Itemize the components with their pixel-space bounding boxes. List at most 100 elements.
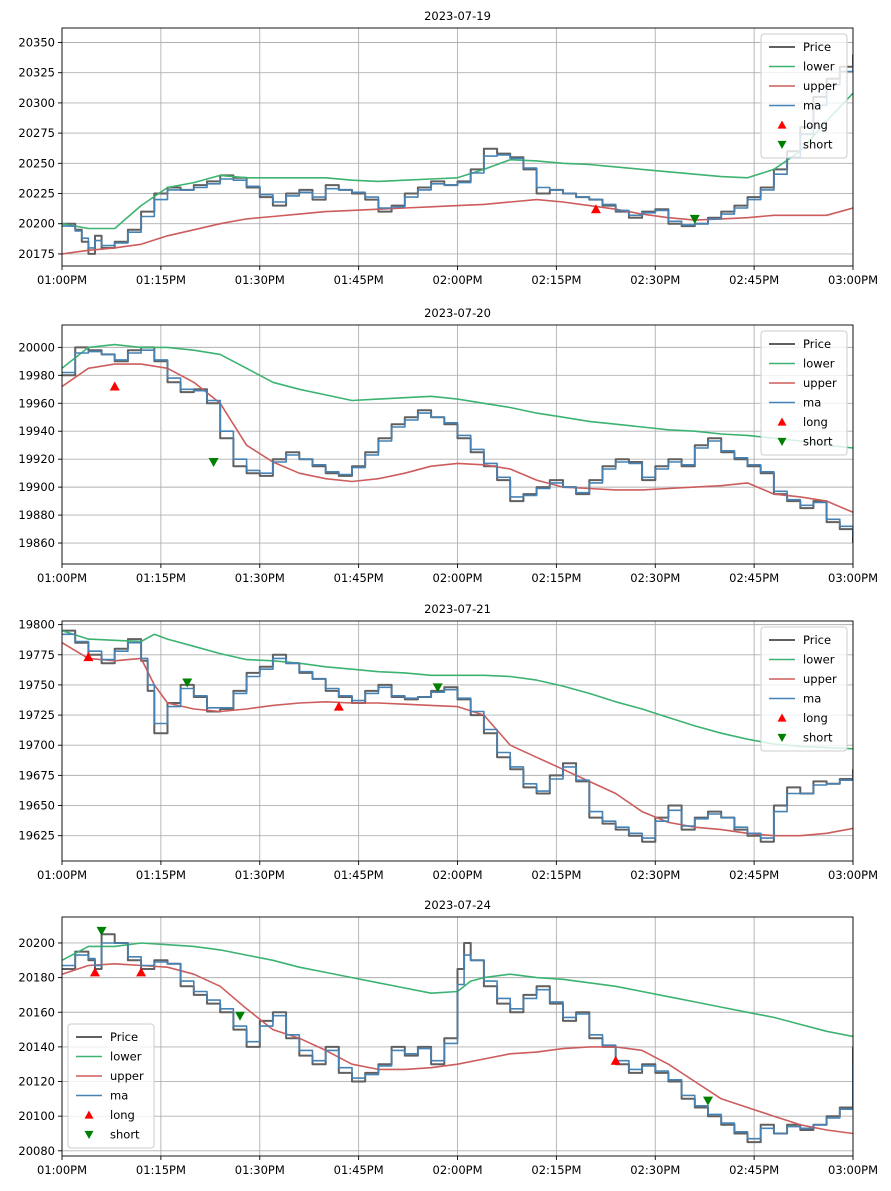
legend-label: Price <box>803 633 831 647</box>
x-tick-label: 01:30PM <box>235 1163 285 1177</box>
chart-2: 2023-07-20 01:00PM 01:15PM 01:30PM 01:45PM 02… <box>18 306 878 585</box>
lower-line <box>62 629 853 750</box>
x-tick-label: 02:15PM <box>531 868 581 882</box>
x-tick-label: 01:15PM <box>136 571 186 585</box>
legend-label: Price <box>110 1030 138 1044</box>
x-tick-label: 01:45PM <box>334 571 384 585</box>
ma-line <box>62 942 853 1140</box>
ma-line <box>62 61 853 249</box>
y-tick-label: 19725 <box>18 708 55 722</box>
y-tick-label: 20300 <box>18 96 55 110</box>
chart-title: 2023-07-20 <box>424 306 491 320</box>
long-marker <box>109 381 120 391</box>
ma-line <box>62 633 853 839</box>
long-marker <box>610 1055 621 1065</box>
x-tick-label: 03:00PM <box>828 273 878 287</box>
legend-label: short <box>803 435 833 449</box>
legend-short-marker <box>777 437 787 446</box>
y-tick-label: 19940 <box>18 424 55 438</box>
legend-label: upper <box>110 1069 144 1083</box>
legend-short-marker <box>84 1130 94 1139</box>
ma-line <box>62 349 853 538</box>
y-tick-label: 19880 <box>18 508 55 522</box>
x-tick-label: 02:45PM <box>729 273 779 287</box>
y-tick-label: 19860 <box>18 536 55 550</box>
legend-label: short <box>803 731 833 745</box>
y-tick-label: 19625 <box>18 829 55 843</box>
x-tick-label: 02:30PM <box>630 571 680 585</box>
legend-label: lower <box>110 1050 142 1064</box>
upper-line <box>62 642 853 837</box>
y-tick-label: 20180 <box>18 971 55 985</box>
legend-label: Price <box>803 337 831 351</box>
short-marker <box>689 214 700 224</box>
y-tick-label: 19775 <box>18 648 55 662</box>
x-tick-label: 01:15PM <box>136 1163 186 1177</box>
y-tick-label: 19960 <box>18 396 55 410</box>
series-group <box>62 926 853 1144</box>
chart-title: 2023-07-19 <box>424 9 491 23</box>
x-tick-label: 01:00PM <box>37 868 87 882</box>
short-marker <box>702 1096 713 1106</box>
legend-label: lower <box>803 60 835 74</box>
legend-short-marker <box>777 733 787 742</box>
legend-label: upper <box>803 672 837 686</box>
legend-label: upper <box>803 79 837 93</box>
x-tick-label: 03:00PM <box>828 1163 878 1177</box>
x-tick-label: 01:45PM <box>334 1163 384 1177</box>
legend-long-marker <box>777 713 787 722</box>
y-tick-label: 19675 <box>18 768 55 782</box>
x-tick-label: 02:45PM <box>729 1163 779 1177</box>
x-tick-label: 02:45PM <box>729 571 779 585</box>
chart-4: 2023-07-24 01:00PM 01:15PM 01:30PM 01:45PM 02… <box>18 898 878 1177</box>
legend-label: long <box>110 1108 135 1122</box>
series-group <box>62 54 853 255</box>
chart-1: 2023-07-19 01:00PM 01:15PM 01:30PM 01:45PM 02… <box>18 9 878 287</box>
x-tick-label: 03:00PM <box>828 571 878 585</box>
legend-label: upper <box>803 376 837 390</box>
chart-3: 2023-07-21 01:00PM 01:15PM 01:30PM 01:45PM 02… <box>18 602 878 882</box>
legend: Price lower upper ma long short <box>760 626 848 752</box>
legend-label: short <box>110 1128 140 1142</box>
short-marker <box>208 457 219 467</box>
x-tick-label: 02:45PM <box>729 868 779 882</box>
x-tick-label: 01:30PM <box>235 868 285 882</box>
legend-label: Price <box>803 40 831 54</box>
x-tick-label: 01:00PM <box>37 1163 87 1177</box>
y-tick-label: 20350 <box>18 35 55 49</box>
x-tick-label: 02:15PM <box>531 273 581 287</box>
x-tick-label: 01:30PM <box>235 273 285 287</box>
x-tick-label: 02:15PM <box>531 1163 581 1177</box>
legend-long-marker <box>84 1110 94 1119</box>
legend-label: ma <box>803 692 821 706</box>
legend-label: ma <box>110 1089 128 1103</box>
y-tick-label: 20080 <box>18 1144 55 1158</box>
x-tick-label: 01:30PM <box>235 571 285 585</box>
y-tick-label: 19920 <box>18 452 55 466</box>
x-tick-label: 01:15PM <box>136 273 186 287</box>
x-tick-label: 02:00PM <box>433 273 483 287</box>
y-tick-label: 20100 <box>18 1109 55 1123</box>
x-tick-label: 02:15PM <box>531 571 581 585</box>
series-group <box>62 629 853 843</box>
legend-long-marker <box>777 120 787 129</box>
x-tick-label: 01:00PM <box>37 571 87 585</box>
lower-line <box>62 343 853 449</box>
y-tick-label: 20140 <box>18 1040 55 1054</box>
x-tick-label: 02:30PM <box>630 868 680 882</box>
y-tick-label: 20120 <box>18 1075 55 1089</box>
y-tick-label: 19900 <box>18 480 55 494</box>
short-marker <box>432 683 443 693</box>
x-tick-label: 02:00PM <box>433 571 483 585</box>
short-marker <box>96 926 107 936</box>
y-tick-label: 19750 <box>18 678 55 692</box>
legend-long-marker <box>777 417 787 426</box>
legend-label: long <box>803 415 828 429</box>
upper-line <box>62 363 853 514</box>
x-tick-label: 02:30PM <box>630 273 680 287</box>
lower-line <box>62 92 853 230</box>
y-tick-label: 20225 <box>18 187 55 201</box>
short-marker <box>182 678 193 688</box>
x-tick-label: 01:15PM <box>136 868 186 882</box>
x-tick-label: 01:45PM <box>334 273 384 287</box>
